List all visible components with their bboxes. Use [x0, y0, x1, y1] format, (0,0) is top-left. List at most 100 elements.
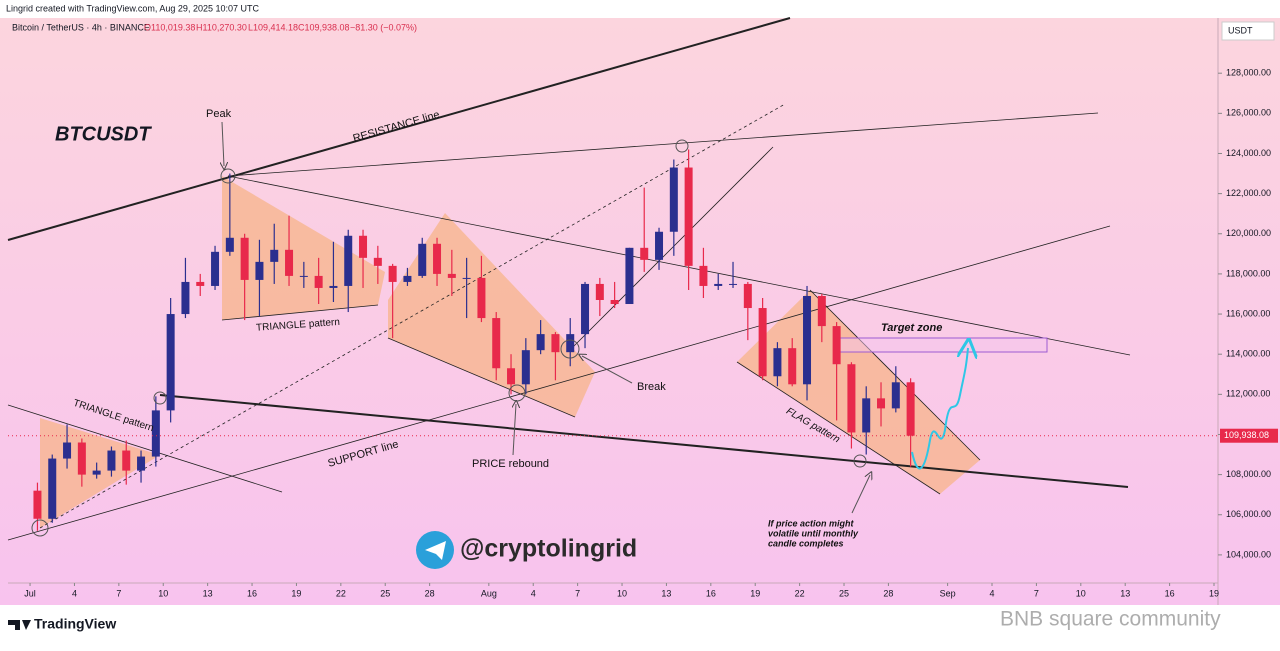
candle-body — [773, 348, 782, 377]
candle-body — [92, 470, 101, 475]
candle-body — [299, 275, 308, 277]
ohlc: H110,270.30 — [196, 22, 247, 32]
x-tick-label: 16 — [1165, 588, 1175, 598]
candle-body — [847, 364, 856, 433]
annotation: Target zone — [881, 322, 942, 334]
annotation: If price action might — [768, 518, 855, 528]
candle-body — [625, 247, 634, 305]
candle-body — [462, 277, 471, 279]
legend: Bitcoin / TetherUS · 4h · BINANCE O110,0… — [12, 22, 417, 32]
candle-body — [433, 243, 442, 274]
candle-body — [669, 167, 678, 232]
candle-body — [373, 257, 382, 266]
y-tick-label: 106,000.00 — [1226, 509, 1271, 519]
currency: USDT — [1228, 25, 1253, 35]
arrow — [582, 356, 633, 384]
x-tick-label: 4 — [990, 588, 995, 598]
projection-path — [911, 348, 968, 470]
arrow — [851, 475, 870, 514]
x-tick-label: 13 — [203, 588, 213, 598]
x-tick-label: 7 — [575, 588, 580, 598]
candle-body — [33, 490, 42, 519]
resistance-line — [7, 17, 791, 241]
candle-body — [803, 295, 812, 385]
candle-body — [211, 251, 220, 286]
ohlc: −81.30 (−0.07%) — [350, 22, 417, 32]
annotation: volatile until monthly — [768, 528, 859, 538]
annotation: candle completes — [768, 538, 844, 548]
candle-body — [255, 261, 264, 280]
x-tick-label: 10 — [617, 588, 627, 598]
candle-body — [225, 237, 234, 252]
candle-body — [344, 235, 353, 286]
y-tick-label: 118,000.00 — [1226, 268, 1270, 278]
candle-body — [877, 398, 886, 409]
last-price-box — [1220, 428, 1278, 443]
candle-body — [521, 350, 530, 385]
x-tick-label: 7 — [116, 588, 121, 598]
candle-body — [788, 348, 797, 385]
x-tick-label: 16 — [706, 588, 716, 598]
y-tick-label: 112,000.00 — [1226, 389, 1270, 399]
ohlc: L109,414.18 — [248, 22, 298, 32]
watermark: BNB square community — [1000, 608, 1221, 631]
candles — [33, 149, 915, 531]
candle-body — [714, 283, 723, 286]
candle-body — [166, 314, 175, 411]
x-tick-label: 19 — [750, 588, 760, 598]
candle-body — [181, 281, 190, 315]
logo-icon — [8, 620, 31, 630]
candle-body — [196, 281, 205, 286]
y-tick-label: 126,000.00 — [1226, 108, 1271, 118]
candle-body — [566, 334, 575, 353]
candle-body — [77, 442, 86, 475]
trend-line — [809, 289, 981, 461]
candle-body — [107, 450, 116, 471]
x-tick-label: Aug — [481, 588, 497, 598]
channel: @cryptolingrid — [460, 535, 637, 563]
candle-body — [817, 295, 826, 327]
x-tick-label: 13 — [661, 588, 671, 598]
candle-body — [758, 308, 767, 377]
candle-body — [447, 273, 456, 278]
x-tick-label: 4 — [72, 588, 77, 598]
trend-line — [387, 337, 576, 418]
candle-body — [610, 299, 619, 305]
arrow — [222, 121, 224, 166]
candle-body — [743, 283, 752, 309]
x-tick-label: Sep — [940, 588, 956, 598]
candle-body — [640, 247, 649, 260]
candle-body — [862, 398, 871, 433]
candle-body — [595, 283, 604, 300]
candle-body — [63, 442, 72, 459]
x-tick-label: 10 — [1076, 588, 1086, 598]
x-tick-label: 25 — [380, 588, 390, 598]
y-tick-label: 124,000.00 — [1226, 148, 1271, 158]
candle-body — [122, 450, 131, 471]
support-line — [159, 394, 1129, 488]
symbol: Bitcoin / TetherUS · 4h · BINANCE — [12, 22, 150, 32]
annotation: Break — [637, 381, 666, 393]
trend-line — [39, 103, 786, 529]
circle-marker — [153, 391, 167, 405]
candle-body — [536, 334, 545, 351]
flag-shade — [737, 290, 980, 494]
annotation: Peak — [206, 108, 232, 120]
circle-marker — [675, 139, 689, 153]
trend-line — [221, 304, 379, 321]
y-tick-label: 108,000.00 — [1226, 469, 1271, 479]
x-tick-label: 22 — [336, 588, 346, 598]
y-tick-label: 122,000.00 — [1226, 188, 1271, 198]
candle-body — [551, 334, 560, 353]
candle-body — [403, 275, 412, 282]
last-price-label: 109,938.08 — [1224, 430, 1269, 440]
x-tick-label: 28 — [425, 588, 435, 598]
background — [0, 18, 1280, 605]
y-tick-label: 114,000.00 — [1226, 349, 1270, 359]
candle-body — [240, 237, 249, 280]
candle-body — [418, 243, 427, 276]
candle-body — [581, 283, 590, 335]
y-tick-label: 128,000.00 — [1226, 68, 1271, 78]
